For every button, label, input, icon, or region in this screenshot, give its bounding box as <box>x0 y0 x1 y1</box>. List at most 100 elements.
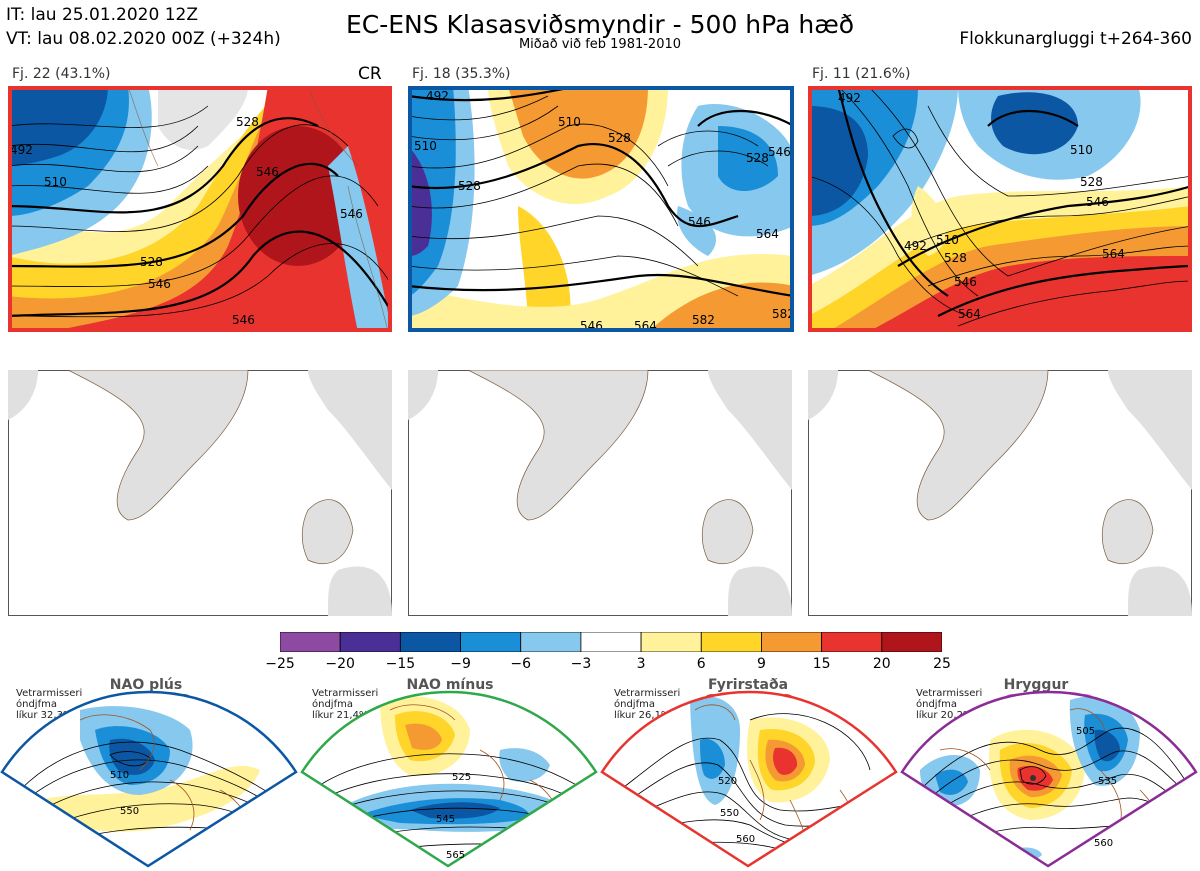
cluster-3-contour-label: 492 <box>904 239 927 253</box>
cluster-1-contour-label: 528 <box>236 115 259 129</box>
cluster-2-contour-label: 510 <box>414 139 437 153</box>
regime-1-map: 510 550 <box>0 690 298 868</box>
regime-1-text-line: líkur 32,3% <box>16 710 73 721</box>
colorbar-swatch <box>279 631 341 653</box>
regime-4-text-line: óndjfma <box>916 699 957 710</box>
cluster-1-contour-label: 528 <box>140 255 163 269</box>
colorbar-swatch <box>339 631 401 653</box>
regime-4-text: Vetrarmisseri óndjfma líkur 20,2% <box>916 688 982 721</box>
cluster-2-label: Fj. 18 (35.3%) <box>412 66 511 82</box>
colorbar-swatch <box>881 631 943 653</box>
cluster-1-contour-label: 546 <box>148 277 171 291</box>
cluster-3-contour-label: 546 <box>1086 195 1109 209</box>
colorbar-swatch <box>520 631 582 653</box>
page-subtitle: Miðað við feb 1981-2010 <box>518 37 682 52</box>
regime-3-map: 520 550 560 <box>600 690 898 868</box>
cluster-1-contour-label: 546 <box>340 207 363 221</box>
cluster-3-contour-label: 564 <box>1102 247 1125 261</box>
regime-4-text-line: Vetrarmisseri <box>916 688 983 699</box>
colorbar-tick-label: −20 <box>325 656 355 672</box>
regime-2-contour-label: 545 <box>436 814 455 825</box>
regime-1-text-line: Vetrarmisseri <box>16 688 83 699</box>
page-title: EC-ENS Klasasviðsmyndir - 500 hPa hæð <box>345 10 855 39</box>
colorbar-tick-label: 3 <box>636 656 646 672</box>
cluster-2-contour-label: 582 <box>772 307 794 321</box>
regime-3-text-line: óndjfma <box>614 699 655 710</box>
colorbar-tick-label: 20 <box>872 656 891 672</box>
regime-4-name: Hryggur <box>1003 677 1069 693</box>
regime-4-contour-label: 535 <box>1098 776 1117 787</box>
regime-2-contour-label: 525 <box>452 772 471 783</box>
colorbar <box>279 631 943 653</box>
regime-2-text-line: líkur 21,4% <box>312 710 369 721</box>
regime-1-contour-label: 550 <box>120 806 139 817</box>
cluster-2-contour-label: 582 <box>692 313 715 327</box>
cluster-3-contour-label: 528 <box>944 251 967 265</box>
cluster-1-contour-label: 492 <box>10 143 33 157</box>
cluster-1-contour-label: 546 <box>232 313 255 327</box>
cluster-2-contour-label: 528 <box>458 179 481 193</box>
colorbar-tick-label: 25 <box>933 656 951 672</box>
cluster-2-map: 492 510 528 510 528 546 564 546 528 546 … <box>408 86 794 332</box>
colorbar-tick-label: −25 <box>265 656 295 672</box>
cluster-2-contour-label: 546 <box>688 215 711 229</box>
initial-time: IT: lau 25.01.2020 12Z <box>6 5 198 25</box>
colorbar-tick-label: 15 <box>812 656 831 672</box>
cluster-2-contour-label: 528 <box>746 151 769 165</box>
regime-4-map: 505 535 560 <box>900 690 1198 868</box>
colorbar-swatch <box>700 631 762 653</box>
colorbar-swatch <box>640 631 702 653</box>
regime-3-contour-label: 520 <box>718 776 737 787</box>
regime-2-text-line: Vetrarmisseri <box>312 688 379 699</box>
regime-3-contour-label: 550 <box>720 808 739 819</box>
cluster-3-contour-label: 564 <box>958 307 981 321</box>
regime-2-text-line: óndjfma <box>312 699 353 710</box>
clustering-window: Flokkunargluggi t+264-360 <box>959 29 1192 49</box>
cluster-1-border <box>8 86 392 332</box>
colorbar-tick-label: −15 <box>385 656 416 672</box>
regime-4-text-line: líkur 20,2% <box>916 710 973 721</box>
regime-2-map: 525 545 565 <box>300 690 598 868</box>
regime-3-name: Fyrirstaða <box>707 677 789 693</box>
cluster-2-contour-label: 564 <box>756 227 779 241</box>
cluster-3-map: 492 510 528 546 564 510 528 546 564 492 <box>808 86 1192 332</box>
regime-4-contour-label: 505 <box>1076 726 1095 737</box>
colorbar-tick-label: −9 <box>450 656 471 672</box>
regime-3-contour-label: 560 <box>736 834 755 845</box>
colorbar-swatch <box>580 631 642 653</box>
colorbar-tick-label: −3 <box>570 656 592 672</box>
colorbar-swatches <box>279 631 943 653</box>
colorbar-swatch <box>399 631 461 653</box>
cluster-3-label: Fj. 11 (21.6%) <box>812 66 911 82</box>
regime-3-text: Vetrarmisseri óndjfma líkur 26,1% <box>614 688 680 721</box>
cluster-3-contour-label: 528 <box>1080 175 1103 189</box>
cluster-2-contour-label: 546 <box>768 145 791 159</box>
colorbar-tick-label: 9 <box>756 656 766 672</box>
regime-4-contour-label: 560 <box>1094 838 1113 849</box>
base-map-1 <box>8 370 392 616</box>
cluster-1-tag: CR <box>358 64 382 84</box>
cluster-1-contour-label: 546 <box>256 165 279 179</box>
cluster-1-label: Fj. 22 (43.1%) <box>12 66 111 82</box>
regime-3-text-line: Vetrarmisseri <box>614 688 681 699</box>
base-map-3 <box>808 370 1192 616</box>
cluster-2-border <box>408 86 794 332</box>
valid-time: VT: lau 08.02.2020 00Z (+324h) <box>6 29 281 49</box>
regime-2-contour-label: 565 <box>446 850 465 861</box>
cluster-1-map: 528 510 492 546 546 546 528 546 <box>8 86 392 332</box>
regime-2-name: NAO mínus <box>406 677 494 693</box>
cluster-1-contour-label: 510 <box>44 175 67 189</box>
cluster-3-contour-label: 546 <box>954 275 977 289</box>
colorbar-swatch <box>460 631 522 653</box>
regime-1-text-line: óndjfma <box>16 699 57 710</box>
colorbar-swatch <box>761 631 823 653</box>
cluster-3-contour-label: 510 <box>936 233 959 247</box>
colorbar-swatch <box>821 631 883 653</box>
regime-3-text-line: líkur 26,1% <box>614 710 671 721</box>
regime-2-text: Vetrarmisseri óndjfma líkur 21,4% <box>312 688 378 721</box>
cluster-2-contour-label: 492 <box>426 89 449 103</box>
regime-1-contour-label: 510 <box>110 770 129 781</box>
cluster-3-border <box>808 86 1192 332</box>
base-map-2 <box>408 370 792 616</box>
colorbar-tick-label: −6 <box>510 656 532 672</box>
